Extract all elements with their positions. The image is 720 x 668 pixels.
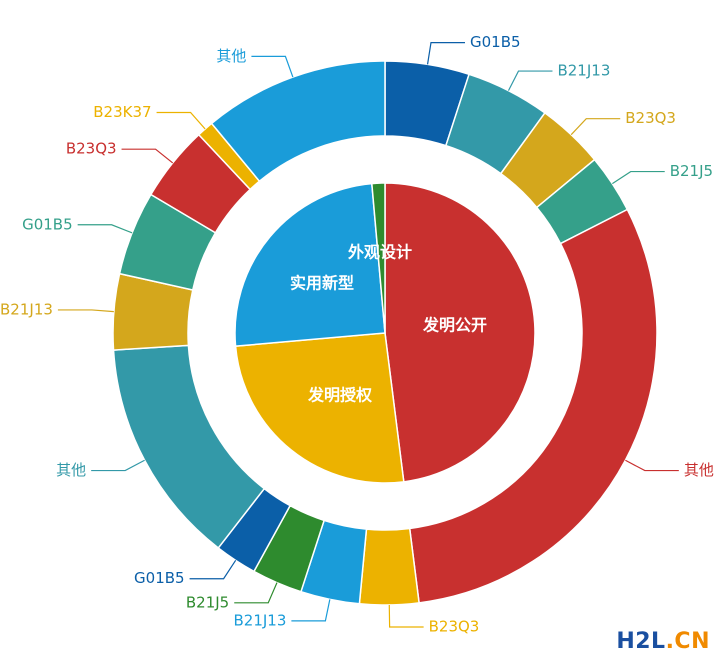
outer-slice-label-7: B21J5 (186, 593, 229, 611)
outer-leader-10 (57, 309, 114, 313)
inner-slice-3 (371, 182, 386, 334)
outer-leader-12 (121, 148, 174, 164)
outer-slice-4 (408, 208, 658, 604)
outer-leader-8 (189, 560, 237, 580)
inner-slice-label-1: 发明授权 (307, 386, 373, 405)
outer-slice-label-4: 其他 (684, 461, 714, 479)
outer-slice-label-13: B23K37 (93, 103, 151, 121)
outer-slice-label-14: 其他 (216, 47, 246, 65)
inner-slice-label-2: 实用新型 (290, 274, 354, 293)
outer-leader-7 (234, 582, 278, 604)
outer-labels: G01B5B21J13B23Q3B21J5其他B23Q3B21J13B21J5G… (0, 33, 714, 635)
inner-slice-2 (234, 182, 386, 347)
outer-leader-2 (570, 118, 621, 136)
inner-slice-label-0: 发明公开 (422, 316, 487, 335)
outer-slice-label-0: G01B5 (470, 33, 521, 51)
watermark-part2: .CN (665, 629, 710, 654)
inner-ring (234, 182, 536, 484)
outer-leader-3 (612, 170, 665, 185)
outer-leader-0 (426, 42, 465, 65)
outer-slice-label-12: B23Q3 (66, 140, 117, 158)
outer-leader-5 (388, 604, 424, 628)
outer-slice-5 (358, 527, 420, 606)
watermark-part1: H2L (616, 629, 666, 654)
outer-slice-14 (210, 60, 386, 183)
outer-ring (112, 60, 658, 606)
outer-slice-label-8: G01B5 (134, 569, 185, 587)
outer-slice-label-3: B21J5 (670, 162, 713, 180)
outer-leader-14 (251, 55, 294, 78)
outer-slice-label-11: G01B5 (22, 215, 73, 233)
outer-slice-label-2: B23Q3 (625, 109, 676, 127)
watermark-logo: H2L.CN (616, 629, 710, 654)
inner-slice-0 (384, 182, 536, 483)
outer-leader-11 (77, 224, 133, 234)
outer-slice-label-5: B23Q3 (429, 617, 480, 635)
outer-leader-9 (91, 459, 145, 472)
outer-slice-label-10: B21J13 (0, 300, 53, 318)
outer-slice-label-9: 其他 (56, 461, 86, 479)
inner-slice-label-3: 外观设计 (347, 243, 412, 262)
outer-leader-1 (507, 70, 553, 91)
outer-leader-6 (291, 599, 331, 622)
inner-slice-1 (234, 332, 405, 484)
outer-leader-13 (156, 111, 206, 130)
outer-slice-label-6: B21J13 (233, 611, 286, 629)
outer-leader-4 (625, 459, 679, 472)
outer-slice-label-1: B21J13 (557, 62, 610, 80)
